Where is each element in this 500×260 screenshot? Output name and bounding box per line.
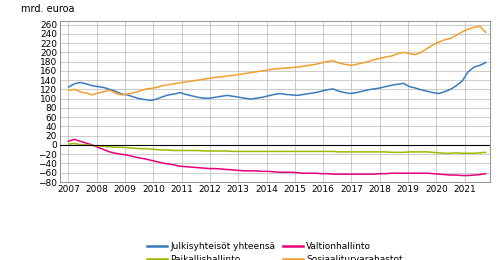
Legend: Julkisyhteisöt yhteensä, Paikallishallinto, Valtionhallinto, Sosiaaliturvarahast: Julkisyhteisöt yhteensä, Paikallishallin… bbox=[144, 238, 406, 260]
Text: mrd. euroa: mrd. euroa bbox=[22, 4, 75, 14]
